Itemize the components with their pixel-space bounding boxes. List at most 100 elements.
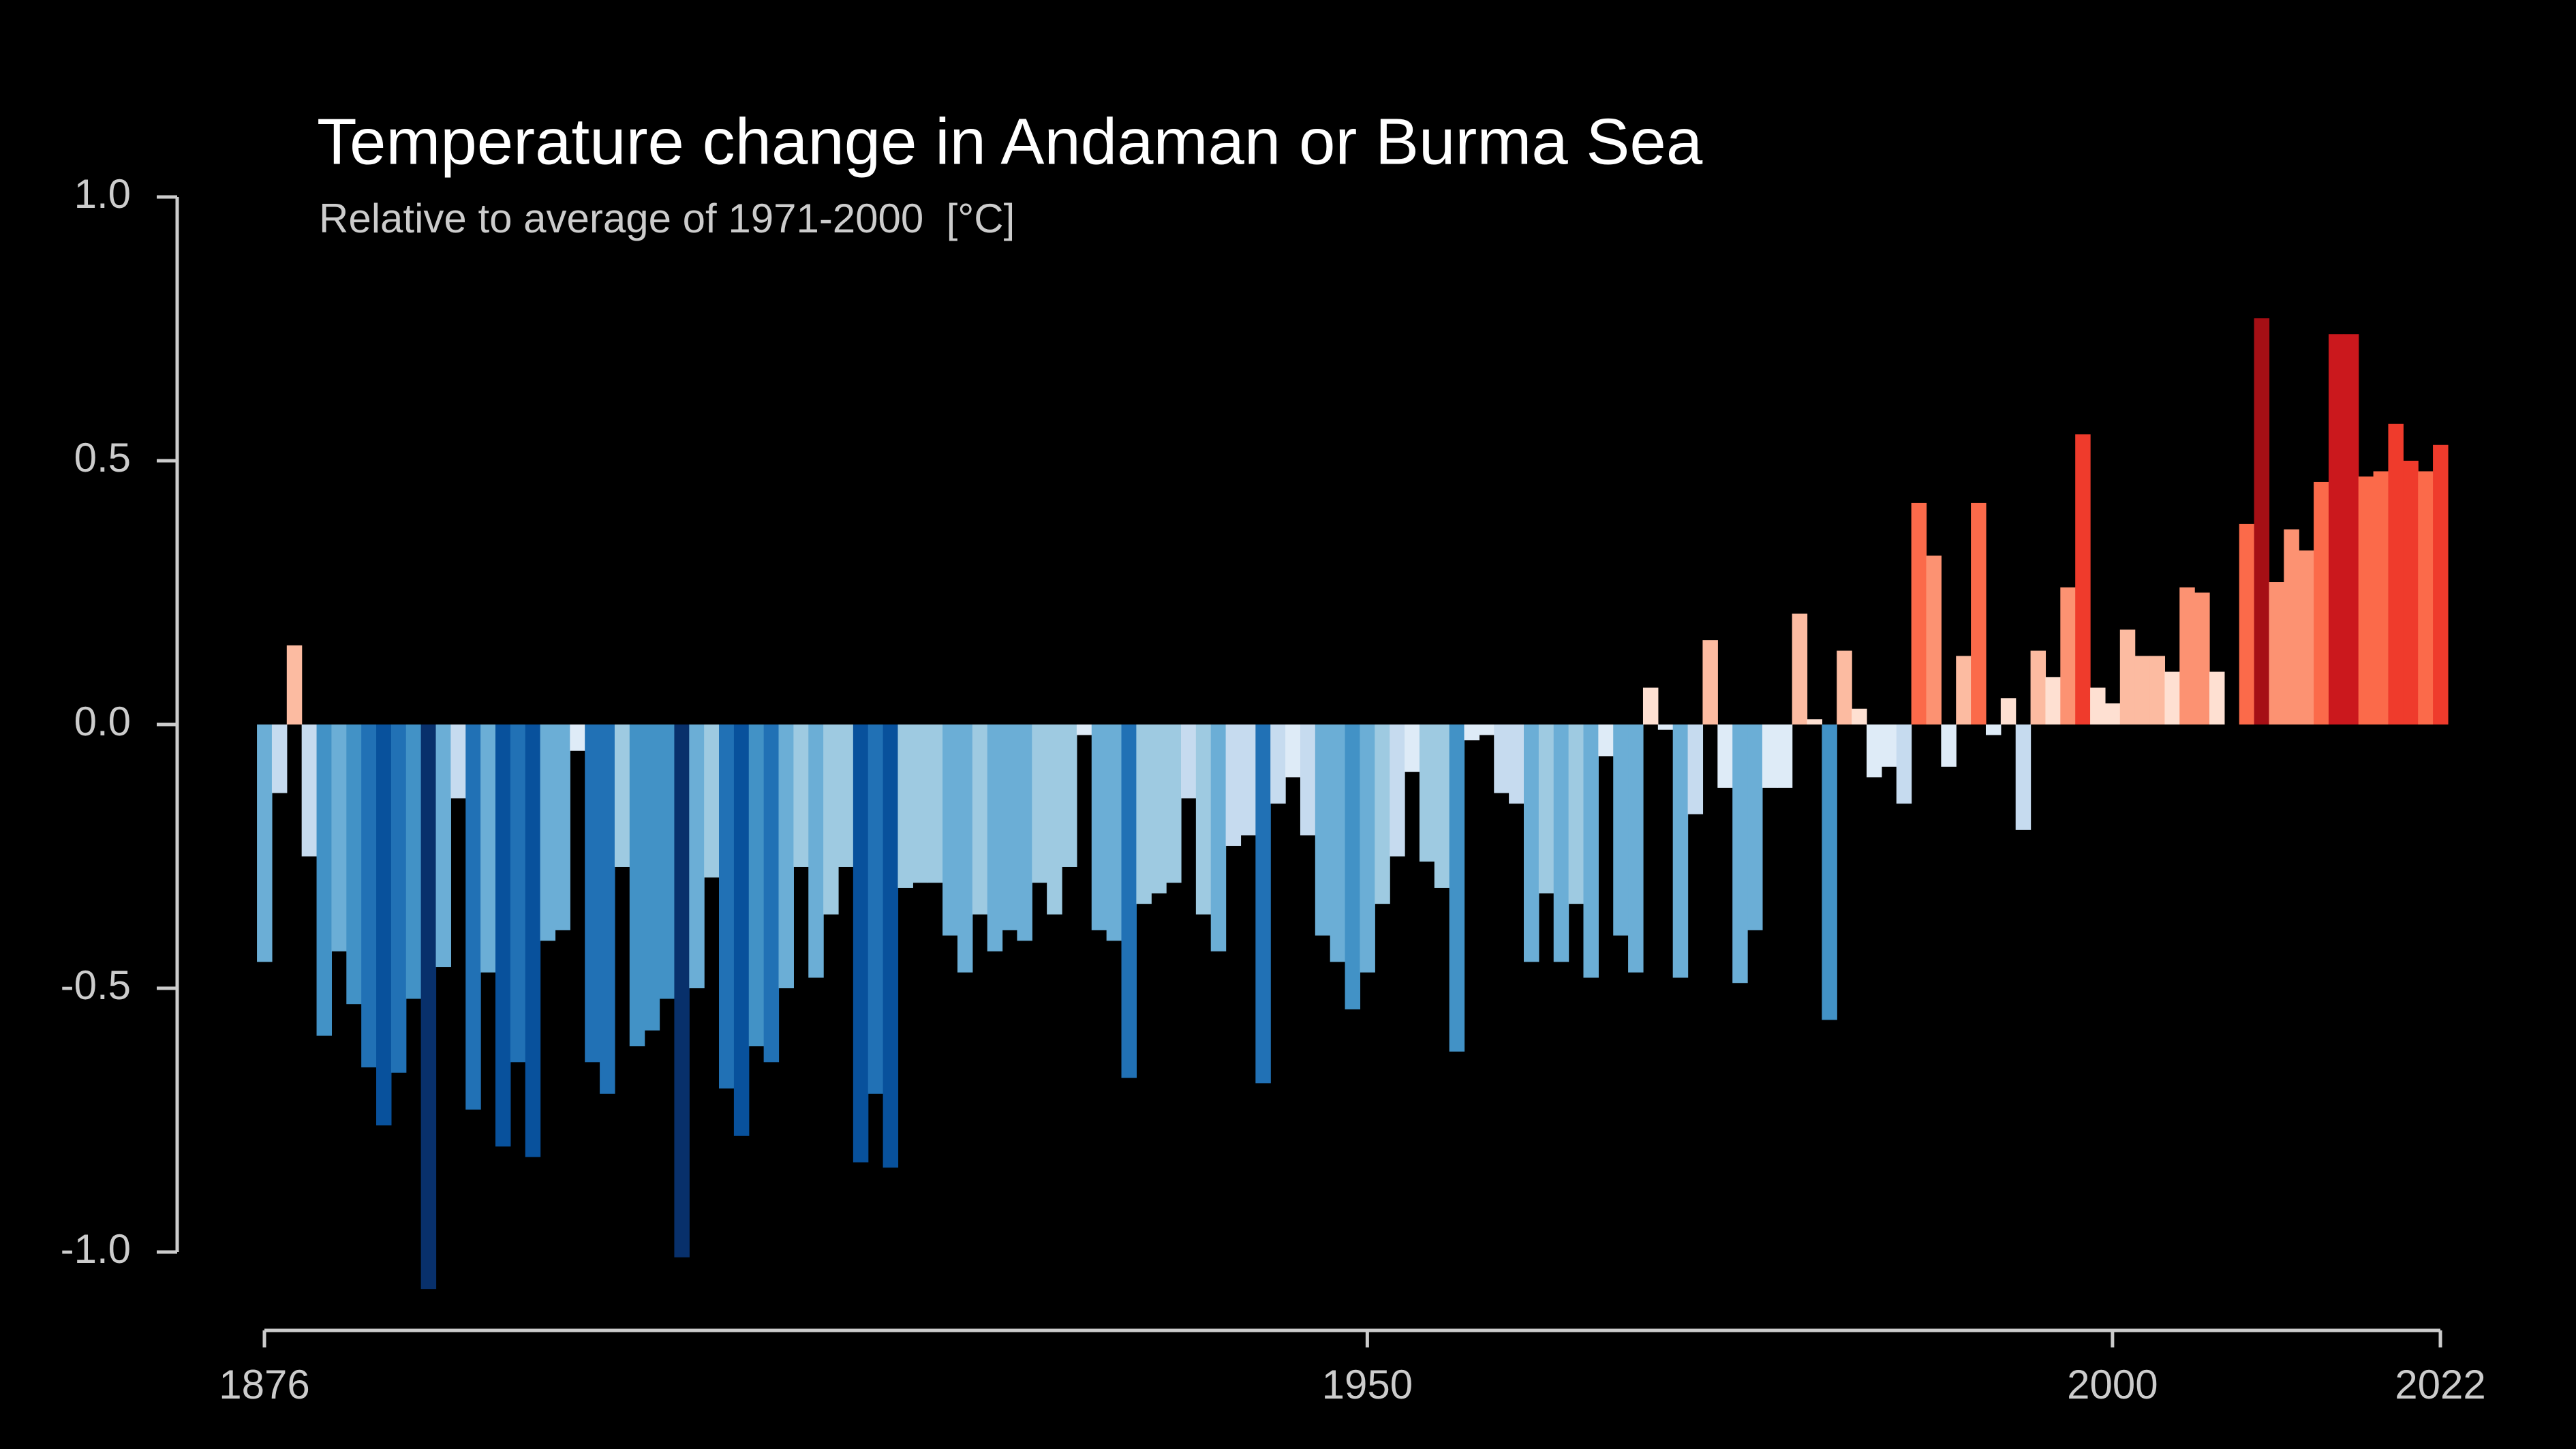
bar <box>1136 724 1152 904</box>
bar <box>2373 471 2389 724</box>
bar <box>823 724 839 915</box>
bar <box>1985 724 2002 735</box>
bar <box>2388 423 2404 724</box>
bar <box>704 724 720 878</box>
bar <box>1390 724 1405 857</box>
bar <box>2045 677 2061 724</box>
bar <box>525 724 541 1157</box>
bar <box>2328 334 2344 724</box>
bar <box>1777 724 1793 788</box>
bar <box>1195 724 1212 915</box>
bar <box>2403 461 2419 724</box>
bar <box>1062 724 1077 867</box>
bar <box>1032 724 1047 883</box>
bar <box>1210 724 1227 951</box>
bar <box>1642 687 1659 724</box>
bar <box>1524 724 1539 962</box>
bar <box>1360 724 1375 973</box>
bar <box>2239 523 2255 724</box>
bar <box>2149 656 2166 724</box>
bar <box>271 724 288 793</box>
bar <box>1002 724 1018 930</box>
bar <box>1852 708 1867 724</box>
bar <box>1553 724 1569 962</box>
bar <box>2119 629 2136 724</box>
bar <box>838 724 854 867</box>
bar <box>600 724 615 1094</box>
bar <box>1106 724 1122 941</box>
bar <box>1464 724 1479 741</box>
bar <box>2433 444 2449 724</box>
bar <box>614 724 630 867</box>
bar <box>1345 724 1361 1009</box>
bar <box>2343 334 2359 724</box>
y-tick-label: -1.0 <box>61 1226 131 1272</box>
bar <box>763 724 780 1063</box>
bar <box>1300 724 1316 836</box>
bar <box>1881 724 1897 767</box>
bar <box>883 724 899 1168</box>
bar <box>1732 724 1748 983</box>
bar <box>1494 724 1509 793</box>
bar <box>1896 724 1912 804</box>
bar <box>674 724 690 1257</box>
bar <box>1822 724 1837 1020</box>
bar <box>2299 550 2314 724</box>
bar <box>957 724 973 973</box>
bar <box>1479 724 1494 735</box>
bar <box>1702 640 1718 724</box>
bar <box>629 724 645 1047</box>
bar <box>1672 724 1689 978</box>
bar <box>1956 656 1972 724</box>
bar <box>2254 318 2270 724</box>
bar <box>1076 724 1092 735</box>
bar <box>585 724 600 1063</box>
bar <box>420 724 437 1290</box>
bar <box>1971 502 1987 724</box>
bar <box>1598 724 1614 757</box>
bar <box>689 724 705 988</box>
bar <box>435 724 451 968</box>
bar <box>257 724 273 962</box>
bar <box>898 724 913 888</box>
bar <box>2314 481 2329 724</box>
bar <box>1285 724 1301 778</box>
bar <box>1657 724 1674 730</box>
bar <box>2284 529 2299 724</box>
bar <box>390 724 407 1073</box>
bar <box>1717 724 1733 788</box>
bar <box>2164 671 2180 724</box>
bar <box>808 724 824 978</box>
bar <box>1375 724 1390 904</box>
bar <box>1613 724 1629 936</box>
bar <box>540 724 556 941</box>
y-tick-label: 1.0 <box>74 171 131 217</box>
y-tick-label: -0.5 <box>61 962 131 1008</box>
chart-subtitle: Relative to average of 1971-2000 [°C] <box>319 196 1015 241</box>
bar <box>2015 724 2031 830</box>
bar <box>1837 650 1852 724</box>
bar <box>2134 656 2151 724</box>
bar <box>1091 724 1107 930</box>
bar <box>1449 724 1465 1052</box>
bar <box>346 724 362 1005</box>
bar <box>1687 724 1704 814</box>
x-tick-label: 2000 <box>2067 1362 2158 1407</box>
bar <box>1240 724 1256 836</box>
bar <box>1017 724 1032 941</box>
bar <box>2194 592 2210 724</box>
bar <box>927 724 943 883</box>
bar <box>2090 687 2106 724</box>
chart-title: Temperature change in Andaman or Burma S… <box>317 105 1703 178</box>
bar <box>1568 724 1584 904</box>
bar <box>2060 587 2076 724</box>
bar <box>2030 650 2046 724</box>
bar <box>1911 502 1927 724</box>
bar <box>748 724 765 1047</box>
bar <box>570 724 585 751</box>
bar <box>1583 724 1599 978</box>
bar <box>1047 724 1062 915</box>
bar <box>1121 724 1137 1078</box>
bar <box>1151 724 1167 894</box>
